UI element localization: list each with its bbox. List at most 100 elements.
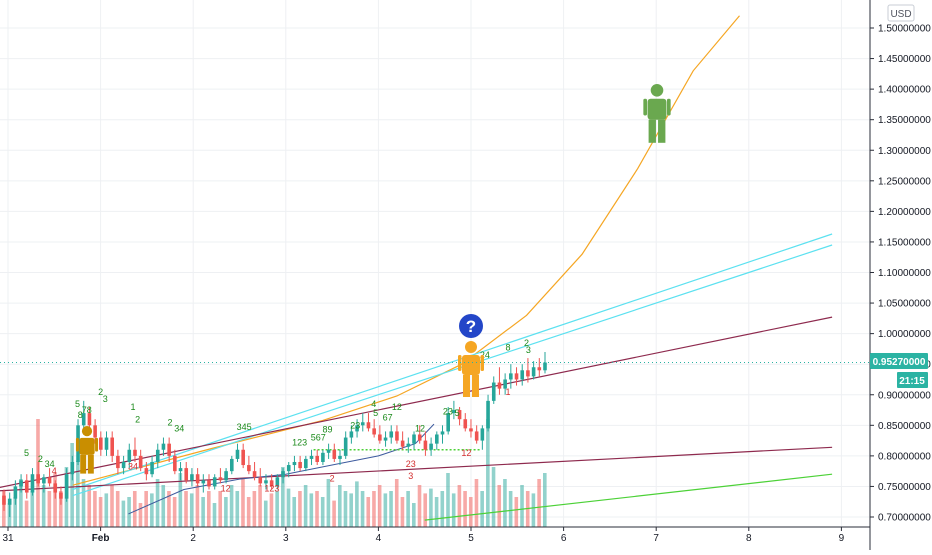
count-label: 23 [350, 420, 360, 430]
candle-body [383, 437, 388, 441]
candle-body [201, 480, 206, 484]
candle-body [526, 370, 530, 377]
candle-body [207, 480, 211, 487]
volume-bar [87, 485, 92, 527]
volume-bar [474, 479, 479, 527]
time-tick-label: 31 [2, 533, 14, 544]
candle-body [338, 455, 342, 459]
time-tick-label: 3 [283, 533, 289, 544]
count-label: 3 [526, 345, 531, 355]
candle-body [247, 465, 251, 472]
question-glyph: ? [466, 317, 476, 336]
candle-body [104, 437, 109, 450]
volume-bar [150, 493, 154, 527]
time-tick-label: 2 [190, 533, 196, 544]
count-label: 1 [506, 387, 511, 397]
candle-body [304, 458, 308, 469]
volume-bar [281, 467, 285, 527]
volume-bar [98, 497, 103, 527]
volume-bar [178, 473, 183, 527]
person-icon [458, 341, 484, 397]
price-tick-label: 0.70000000 [878, 513, 931, 524]
time-tick-label: 7 [653, 533, 659, 544]
candle-body [452, 410, 456, 414]
volume-bar [115, 491, 120, 527]
candle-body [423, 440, 428, 450]
candle-body [53, 483, 58, 493]
volume-bar [155, 479, 160, 527]
time-tick-label: 6 [561, 533, 567, 544]
candle-body [366, 422, 371, 429]
volume-bar [224, 497, 228, 527]
candle-body [286, 465, 291, 472]
candle-body [281, 471, 285, 478]
volume-bar [167, 491, 171, 527]
candle-body [133, 449, 137, 456]
price-tick-label: 1.20000000 [878, 207, 931, 218]
count-label: 4 [371, 399, 376, 409]
count-label: 89 [322, 425, 332, 435]
candle-body [70, 461, 75, 475]
volume-bar [24, 500, 29, 527]
count-label: 4 [52, 466, 57, 476]
volume-bar [372, 491, 376, 527]
candle-body [235, 449, 240, 459]
candle-body [184, 468, 189, 481]
volume-bar [349, 493, 353, 527]
candle-body [252, 471, 257, 478]
volume-bar [355, 481, 359, 527]
count-label: 5 [24, 448, 29, 458]
count-label: 12 [221, 483, 231, 493]
candle-body [190, 474, 194, 481]
currency-badge[interactable]: USD [887, 4, 915, 22]
volume-bar [212, 503, 217, 527]
volume-bar [19, 479, 23, 527]
volume-bar [161, 485, 166, 527]
volume-bar [47, 491, 52, 527]
candle-body [480, 428, 485, 441]
volume-bar [252, 491, 257, 527]
count-label: 12 [415, 423, 425, 433]
candle-body [389, 431, 394, 438]
candle-body [514, 373, 519, 380]
volume-bar [235, 491, 240, 527]
candle-body [378, 434, 382, 441]
candle-body [355, 425, 359, 432]
candle-body [503, 379, 507, 389]
candle-body [446, 413, 450, 432]
count-label: 8 [78, 410, 83, 420]
price-tick-label: 1.00000000 [878, 329, 931, 340]
candle-body [321, 452, 325, 462]
volume-bar [309, 493, 314, 527]
orange-trend-line [72, 15, 740, 486]
count-label: 1 [131, 402, 136, 412]
price-tag-label: 0.95270000 [873, 357, 926, 368]
volume-bar [406, 491, 410, 527]
volume-bar [138, 503, 143, 527]
volume-bar [491, 467, 496, 527]
candle-body [417, 434, 422, 441]
volume-bar [514, 497, 519, 527]
count-label: 34 [128, 461, 138, 471]
price-axis[interactable]: 0.70000000 0.75000000 0.80000000 0.85000000… [869, 0, 931, 550]
volume-bar [520, 485, 524, 527]
candle-body [326, 449, 331, 453]
time-axis[interactable]: 31 Feb 2 3 4 5 6 7 8 9 [0, 526, 870, 544]
indicator-lines [0, 15, 833, 521]
candle-body [463, 419, 468, 429]
candle-body [42, 477, 46, 484]
candle-body [275, 477, 280, 487]
count-label: 2 [524, 338, 529, 348]
price-tick-label: 1.25000000 [878, 176, 931, 187]
count-label: 2 [98, 387, 103, 397]
volume-bar [343, 491, 348, 527]
volume-bar [497, 485, 502, 527]
volume-bar [451, 493, 456, 527]
candle-body [93, 425, 97, 438]
volume-bar [132, 491, 137, 527]
volume-bar [172, 497, 177, 527]
candle-body [87, 413, 92, 426]
